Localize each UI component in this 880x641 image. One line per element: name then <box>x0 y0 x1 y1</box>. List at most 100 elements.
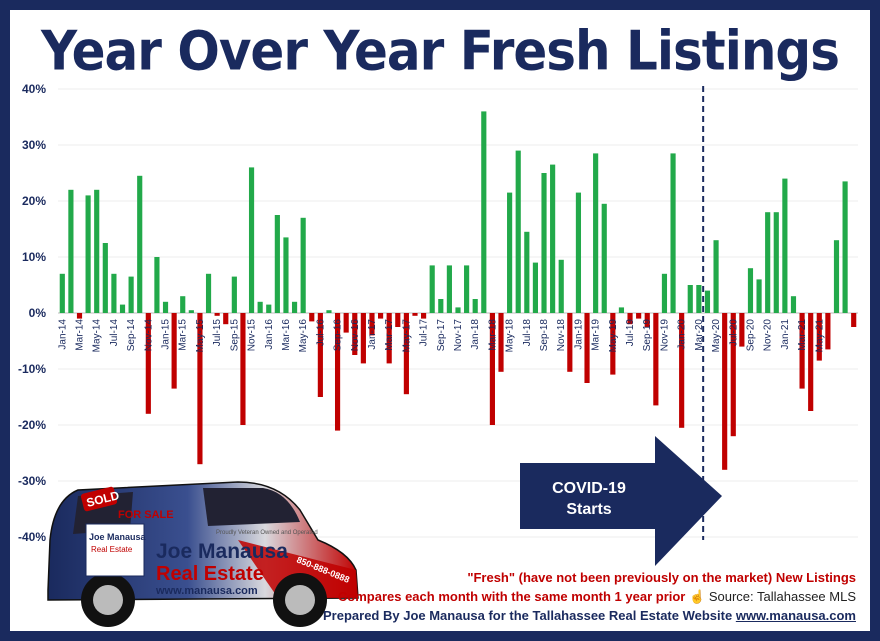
bar <box>180 296 186 313</box>
bar <box>162 301 169 313</box>
bar <box>472 299 478 313</box>
x-tick-label: Sep-18 <box>539 319 550 352</box>
bar <box>816 313 822 361</box>
bar <box>567 313 573 372</box>
bar <box>773 212 779 313</box>
bar <box>661 273 668 313</box>
bar <box>412 313 418 316</box>
bar <box>713 240 719 313</box>
bar <box>395 313 401 327</box>
x-tick-label: Nov-18 <box>556 319 567 352</box>
bar <box>438 299 444 313</box>
bar <box>274 215 280 313</box>
bar <box>128 276 134 313</box>
x-tick-label: Jul-16 <box>315 319 326 347</box>
bar <box>558 259 564 313</box>
bar <box>197 313 203 465</box>
y-tick-label: 40% <box>22 82 46 96</box>
covid-arrow <box>520 436 722 566</box>
note-comparison-text: Compares each month with the same month … <box>337 589 686 604</box>
x-axis-labels: Jan-14 Mar-14 May-14 Jul-14 Sep-14 Nov-14 Jan-… <box>57 319 825 353</box>
hand-icon: ☝ <box>689 589 706 604</box>
bar <box>722 313 728 470</box>
x-tick-label: Mar-14 <box>75 319 86 351</box>
bar <box>386 313 392 364</box>
bar <box>627 313 633 325</box>
bar <box>291 301 298 313</box>
bar <box>378 313 384 319</box>
bar <box>214 313 220 316</box>
y-tick-label: 0% <box>29 306 47 320</box>
bar <box>68 189 74 313</box>
bar <box>524 231 530 313</box>
x-tick-label: Mar-18 <box>487 319 498 351</box>
x-tick-label: Mar-19 <box>591 319 602 351</box>
bar <box>833 240 840 313</box>
bar <box>644 313 650 327</box>
bar <box>102 243 108 313</box>
note-prepared-by: Prepared By Joe Manausa for the Tallahas… <box>323 606 856 625</box>
x-tick-label: Jan-17 <box>367 319 378 350</box>
x-tick-label: May-15 <box>195 319 206 353</box>
bars <box>59 111 857 470</box>
bar <box>223 313 229 325</box>
bar <box>352 313 358 355</box>
bar <box>842 181 848 313</box>
x-tick-label: Jul-17 <box>419 319 430 347</box>
car-tagline: Proudly Veteran Owned and Operated <box>216 530 318 536</box>
bar <box>601 203 607 313</box>
x-tick-label: Sep-17 <box>436 319 447 352</box>
bar <box>403 313 409 395</box>
bar <box>507 192 513 313</box>
bar <box>756 279 762 313</box>
x-tick-label: Sep-19 <box>642 319 653 352</box>
x-tick-label: Jul-15 <box>212 319 223 347</box>
bar <box>799 313 805 389</box>
x-tick-label: May-14 <box>92 319 103 353</box>
y-tick-label: 30% <box>22 138 46 152</box>
door-sign-line2: Real Estate <box>91 545 133 554</box>
x-tick-label: Nov-19 <box>659 319 670 352</box>
bar <box>687 285 693 313</box>
x-tick-label: Sep-14 <box>126 319 137 352</box>
bar <box>446 265 452 313</box>
covid-label: COVID-19 Starts <box>530 478 648 520</box>
bar <box>231 276 237 313</box>
x-tick-label: May-19 <box>608 319 619 353</box>
website-link[interactable]: www.manausa.com <box>735 608 856 623</box>
bar <box>76 313 83 319</box>
x-tick-label: Nov-15 <box>247 319 258 352</box>
y-tick-label: -40% <box>18 530 46 544</box>
bar <box>240 313 246 425</box>
covid-label-line2: Starts <box>566 501 612 518</box>
bar <box>343 313 349 333</box>
note-fresh-definition: "Fresh" (have not been previously on the… <box>467 570 856 585</box>
x-tick-label: Nov-14 <box>143 319 154 352</box>
bar <box>653 313 659 406</box>
bar <box>309 313 315 322</box>
bar <box>464 265 470 313</box>
note-prepared-text: Prepared By Joe Manausa for the Tallahas… <box>323 608 733 623</box>
x-tick-label: Jul-18 <box>522 319 533 347</box>
y-tick-label: -10% <box>18 362 46 376</box>
bar <box>455 307 461 313</box>
bar <box>730 313 736 437</box>
x-tick-label: Mar-20 <box>694 319 705 351</box>
bar <box>205 273 212 313</box>
bar <box>59 273 65 313</box>
x-tick-label: May-20 <box>711 319 722 353</box>
car-brand-line2: Real Estate <box>156 563 264 585</box>
car-illustration: SOLD FOR SALE Joe Manausa Real Estate Pr… <box>47 481 359 627</box>
bar <box>188 310 194 313</box>
bar <box>326 310 332 313</box>
bar <box>704 290 711 313</box>
y-tick-label: 20% <box>22 194 46 208</box>
bar <box>317 313 323 397</box>
bar <box>532 262 538 313</box>
x-tick-label: Nov-17 <box>453 319 464 352</box>
bar <box>696 285 702 313</box>
bar <box>111 273 117 313</box>
x-tick-label: May-21 <box>814 319 825 353</box>
bar <box>636 313 642 319</box>
